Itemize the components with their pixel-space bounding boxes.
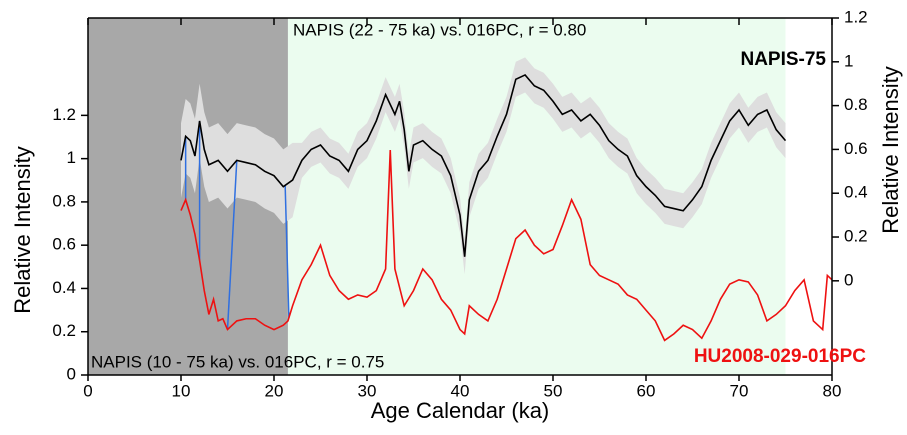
y-tick-label: 0.4	[52, 278, 76, 297]
y2-tick-label: 0.8	[844, 95, 868, 114]
y2-tick-label: 1	[844, 51, 853, 70]
series-label: HU2008-029-016PC	[694, 346, 866, 367]
annotation: NAPIS (22 - 75 ka) vs. 016PC, r = 0.80	[293, 20, 586, 39]
tie-line	[226, 160, 238, 330]
x-tick-label: 0	[83, 381, 92, 400]
x-tick-label: 80	[823, 381, 842, 400]
series-label: NAPIS-75	[740, 49, 826, 70]
x-tick-label: 20	[265, 381, 284, 400]
plot-layer	[180, 57, 833, 342]
y-tick-label: 0.2	[52, 321, 76, 340]
x-tick-label: 10	[172, 381, 191, 400]
x-tick-label: 50	[544, 381, 563, 400]
y-tick-label: 0.8	[52, 191, 76, 210]
x-tick-label: 70	[730, 381, 749, 400]
y-tick-label: 1	[67, 148, 76, 167]
y2-tick-label: 0.6	[844, 139, 868, 158]
y2-axis-label: Relative Intensity	[878, 66, 903, 234]
y2-tick-label: 1.2	[844, 7, 868, 26]
x-axis-label: Age Calendar (ka)	[371, 398, 550, 423]
y-tick-label: 0.6	[52, 235, 76, 254]
y2-tick-label: 0.2	[844, 227, 868, 246]
y2-tick-label: 0	[844, 270, 853, 289]
axes-layer: 0 10 20 30 40 50 60 70 80 0 0.2 0.4 0.6 0.8 1 1.2 0 0.2 0.…	[10, 7, 903, 422]
series-line	[180, 149, 833, 342]
y-tick-label: 1.2	[52, 105, 76, 124]
annotation: NAPIS (10 - 75 ka) vs. 016PC, r = 0.75	[91, 352, 384, 371]
series-line	[180, 73, 787, 257]
x-tick-label: 30	[358, 381, 377, 400]
y-tick-label: 0	[67, 364, 76, 383]
y-axis-label: Relative Intensity	[10, 146, 35, 314]
y2-tick-label: 0.4	[844, 183, 868, 202]
tie-line	[284, 185, 290, 318]
x-tick-label: 40	[451, 381, 470, 400]
x-tick-label: 60	[637, 381, 656, 400]
